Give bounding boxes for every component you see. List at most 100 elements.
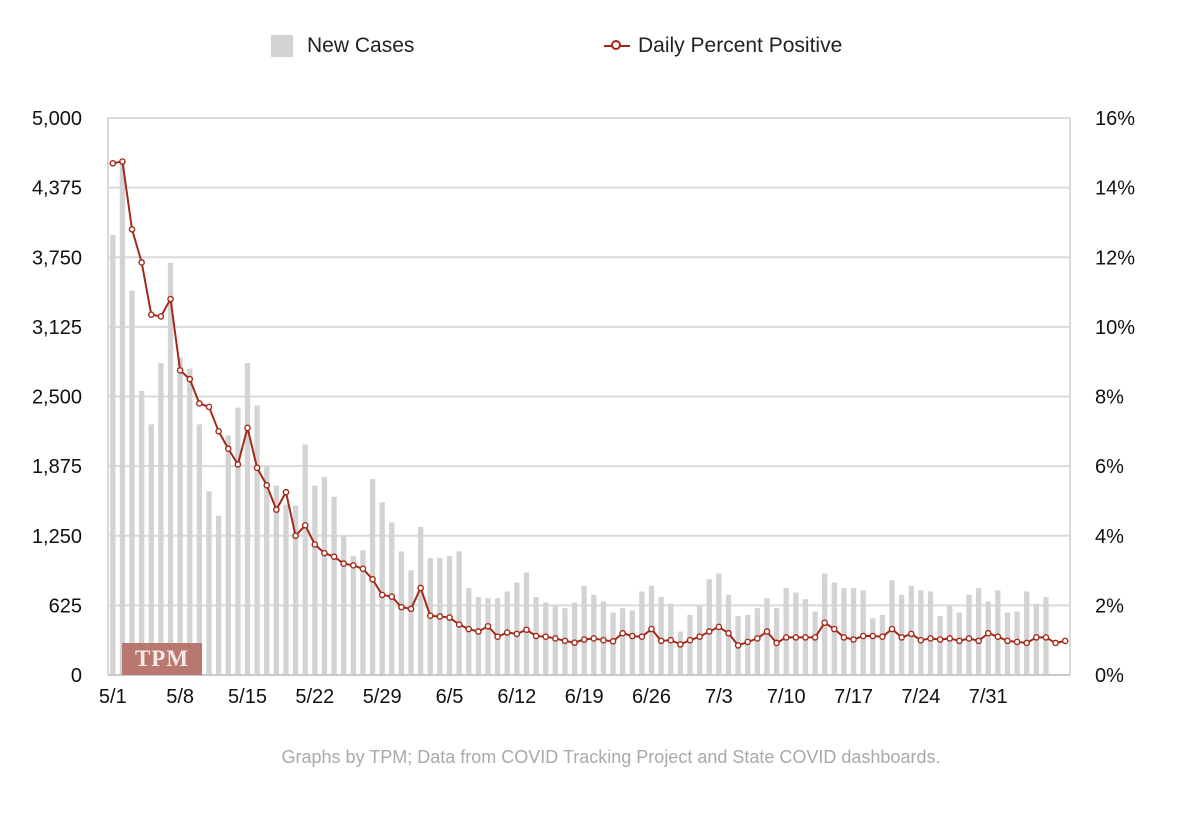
axes [107,118,1071,676]
y-right-tick-label: 14% [1095,178,1135,200]
y-right-tick-label: 16% [1095,108,1135,130]
percent-positive-point [956,637,963,645]
percent-positive-point [503,629,511,636]
new-cases-bar [918,590,924,675]
y-left-tick-label: 4,375 [32,178,82,200]
percent-positive-point [407,605,415,613]
new-cases-bar [764,598,770,675]
legend-label-new-cases: New Cases [307,34,415,57]
percent-positive-point [138,259,145,266]
percent-positive-point [378,591,386,599]
percent-positive-point [532,632,540,640]
percent-positive-point [311,541,319,548]
percent-positive-point [523,626,530,634]
grid-lines [108,117,1070,676]
percent-positive-point [754,635,761,642]
new-cases-bar [841,588,847,675]
percent-positive-point [917,636,925,644]
percent-positive-point [147,311,155,318]
new-cases-bar [158,363,164,675]
percent-positive-point [648,625,655,633]
percent-positive-point [513,630,521,638]
percent-positive-point [273,506,280,513]
tick-labels: 0 0% 625 2% 1,250 4% 1,875 6% 2,500 8% 3,125 10% 3,7… [32,108,1135,708]
new-cases-bar [793,592,799,675]
percent-positive-point [253,464,261,472]
new-cases-bar [177,357,183,675]
percent-positive-point [994,633,1002,641]
x-tick-label: 7/31 [969,686,1008,708]
percent-positive-point [696,633,703,641]
x-tick-label: 7/17 [834,686,873,708]
percent-positive-point [734,642,742,649]
new-cases-bar [870,618,876,675]
new-cases-bar [139,390,145,675]
percent-positive-point [552,635,559,642]
percent-positive-point [1061,637,1069,645]
new-cases-bar [283,504,289,675]
percent-positive-point [205,403,213,411]
percent-positive-point [475,628,482,635]
percent-positive-point [263,481,271,489]
new-cases-bar [264,465,270,675]
percent-positive-point [388,593,396,600]
percent-positive-point [965,635,973,642]
new-cases-bar [331,496,337,675]
new-cases-bar [581,585,587,675]
percent-positive-point [907,630,915,638]
percent-positive-point [494,633,501,641]
percent-positive-point [109,159,117,167]
source-note: Graphs by TPM; Data from COVID Tracking … [281,747,941,767]
new-cases-bar [167,262,174,675]
x-tick-label: 5/1 [99,686,127,708]
new-cases-bar [408,570,414,675]
percent-positive-point [657,637,665,645]
percent-positive-point [128,226,136,233]
percent-positive-point [484,622,492,630]
new-cases-bar [985,601,991,675]
new-cases-bar [341,535,347,675]
new-cases-bar [514,582,520,675]
y-left-tick-label: 625 [49,595,82,617]
new-cases-bar [975,588,982,675]
legend-item-new-cases[interactable]: New Cases [271,34,414,58]
new-cases-bar [937,615,943,675]
x-tick-label: 5/22 [295,686,334,708]
new-cases-bar [398,551,405,675]
new-cases-bar [658,597,664,675]
x-tick-label: 7/10 [767,686,806,708]
percent-positive-point [426,612,434,620]
percent-positive-point [638,633,646,641]
percent-positive-point [282,488,290,496]
percent-positive-point [119,158,126,165]
percent-positive-point [571,639,578,646]
percent-positive-swatch [604,35,630,57]
x-tick-label: 6/26 [632,686,671,708]
percent-positive-point [321,549,328,557]
new-cases-bar [629,610,635,675]
new-cases-bar [235,407,241,675]
new-cases-bar [321,476,328,675]
percent-positive-point [628,632,636,640]
percent-positive-point [1023,639,1031,647]
new-cases-bar [206,491,212,675]
x-tick-label: 5/29 [363,686,402,708]
tpm-watermark: TPM [122,643,202,675]
legend-item-percent-positive[interactable]: Daily Percent Positive [604,34,842,58]
percent-positive-point [888,625,896,633]
new-cases-bars [110,162,1049,675]
percent-positive-point [1052,639,1059,647]
x-tick-label: 5/15 [228,686,267,708]
new-cases-bar [110,234,116,675]
y-left-tick-label: 2,500 [32,387,82,409]
percent-positive-point [359,565,367,573]
new-cases-bar [254,405,260,675]
y-left-tick-label: 1,875 [32,456,82,478]
new-cases-bar [995,590,1001,675]
percent-positive-point [330,553,338,560]
new-cases-bar [187,368,193,675]
percent-positive-point [792,634,800,641]
percent-positive-point [369,575,376,583]
percent-positive-point [446,614,453,621]
